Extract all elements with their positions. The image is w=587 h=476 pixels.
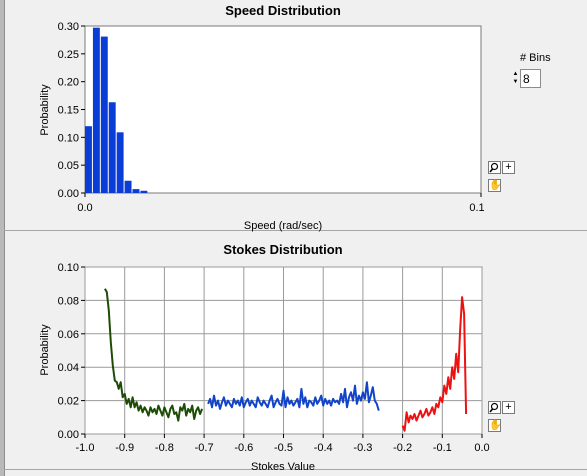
stokes-x-tick: -0.8	[155, 442, 174, 454]
stokes-x-tick: -0.2	[393, 442, 412, 454]
stokes-chart: Stokes Distribution 0.10 0.08 0.06 0.04 0.02…	[39, 242, 490, 473]
speed-zoom-button[interactable]	[488, 161, 501, 174]
stokes-chart-title: Stokes Distribution	[223, 242, 342, 257]
speed-bar	[92, 27, 100, 194]
decrement-arrow-icon[interactable]: ▼	[512, 79, 519, 85]
speed-bar	[140, 190, 148, 193]
speed-pan-button[interactable]: ✋	[488, 179, 501, 192]
speed-bars	[85, 27, 148, 194]
hand-pan-icon: ✋	[489, 420, 502, 431]
stokes-y-tick: 0.04	[58, 362, 79, 374]
bins-spinner[interactable]: ▲ ▼	[512, 70, 519, 87]
stokes-x-tick: -0.5	[274, 442, 293, 454]
speed-y-tick: 0.00	[58, 188, 79, 200]
stokes-x-ticks: -1.0 -0.9 -0.8 -0.7 -0.6 -0.5 -0.4 -0.3 -0.2 -0.1…	[76, 434, 490, 454]
speed-y-axis-label: Probability	[39, 84, 51, 136]
speed-bar	[108, 102, 116, 193]
speed-bar	[85, 126, 92, 193]
stokes-x-tick: -0.6	[234, 442, 253, 454]
stokes-x-tick: 0.0	[474, 442, 489, 454]
speed-y-tick: 0.30	[58, 21, 79, 33]
speed-y-tick: 0.10	[58, 132, 79, 144]
speed-y-tick: 0.15	[58, 105, 79, 117]
zoom-icon	[489, 162, 499, 173]
stokes-pan-button[interactable]: ✋	[488, 419, 501, 432]
speed-x-tick: 0.0	[77, 202, 92, 214]
stokes-series-red	[401, 296, 468, 432]
speed-y-tick: 0.25	[58, 49, 79, 61]
speed-plot-area[interactable]	[84, 25, 482, 194]
speed-bar	[124, 180, 132, 193]
stokes-x-tick: -0.7	[195, 442, 214, 454]
stokes-zoom-button[interactable]	[488, 401, 501, 414]
increment-arrow-icon[interactable]: ▲	[512, 71, 519, 77]
speed-bar	[100, 36, 108, 194]
bins-control: ▲ ▼	[512, 69, 541, 88]
speed-x-tick: 0.1	[469, 202, 484, 214]
stokes-y-tick: 0.00	[58, 429, 79, 441]
stokes-y-tick: 0.06	[58, 329, 79, 341]
stokes-y-tick: 0.08	[58, 295, 79, 307]
stokes-y-ticks: 0.10 0.08 0.06 0.04 0.02 0.00	[58, 262, 85, 441]
stokes-cursor-button[interactable]: +	[502, 401, 515, 414]
speed-chart-title: Speed Distribution	[225, 3, 341, 18]
stokes-y-tick: 0.02	[58, 396, 79, 408]
speed-chart: Speed Distribution 0.300.250.200.150.100…	[39, 3, 485, 232]
stokes-x-tick: -0.9	[115, 442, 134, 454]
stokes-x-tick: -0.3	[353, 442, 372, 454]
speed-x-axis-label: Speed (rad/sec)	[244, 220, 322, 232]
hand-pan-icon: ✋	[489, 180, 502, 191]
speed-y-tick: 0.20	[58, 77, 79, 89]
zoom-icon	[489, 402, 499, 413]
stokes-x-tick: -0.1	[433, 442, 452, 454]
speed-y-ticks: 0.30 0.25 0.20 0.15 0.10 0.05 0.00	[58, 21, 85, 200]
speed-cursor-button[interactable]: +	[502, 161, 515, 174]
crosshair-icon: +	[505, 401, 512, 413]
left-panel-border	[0, 0, 5, 476]
stokes-y-axis-label: Probability	[39, 324, 51, 376]
stokes-series-green	[104, 288, 204, 422]
stokes-y-tick: 0.10	[58, 262, 79, 274]
speed-bar	[116, 132, 124, 193]
speed-x-ticks: 0.0 0.1	[77, 193, 485, 214]
bottom-divider	[4, 469, 587, 470]
stokes-x-tick: -1.0	[76, 442, 95, 454]
speed-bar	[132, 189, 140, 193]
section-divider	[4, 230, 587, 231]
speed-y-tick: 0.05	[58, 160, 79, 172]
stokes-x-axis-label: Stokes Value	[251, 461, 315, 473]
stokes-series-blue	[207, 381, 380, 411]
bins-label: # Bins	[520, 52, 551, 64]
stokes-lines	[104, 288, 468, 432]
stokes-x-tick: -0.4	[314, 442, 333, 454]
bins-input[interactable]	[520, 69, 541, 88]
crosshair-icon: +	[505, 161, 512, 173]
